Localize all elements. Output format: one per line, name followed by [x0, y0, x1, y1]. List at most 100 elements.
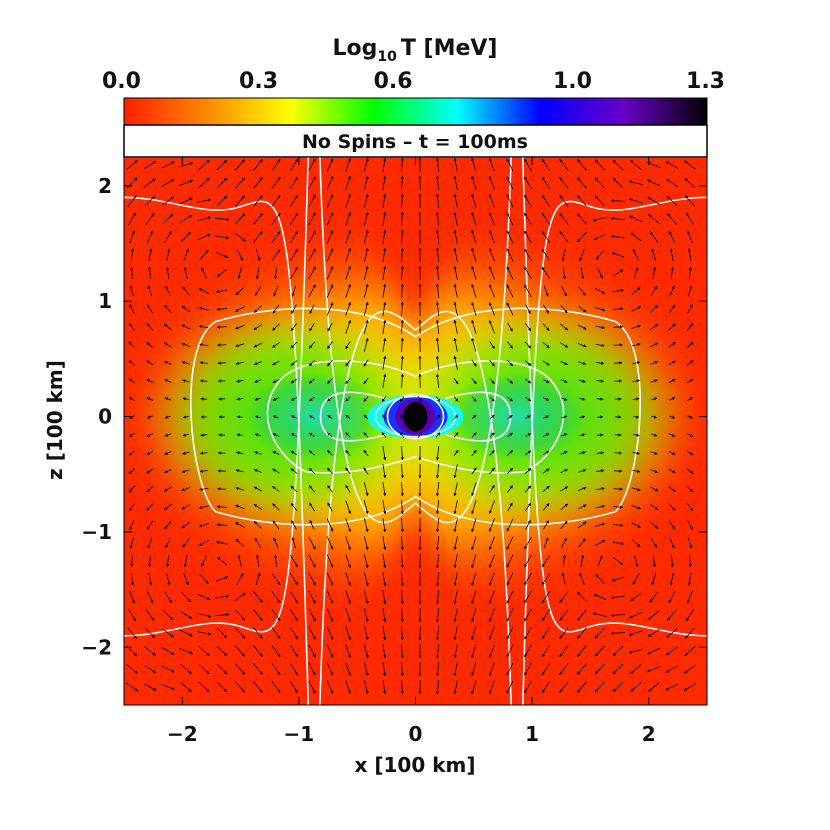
velocity-arrow	[271, 663, 281, 676]
velocity-arrow	[180, 682, 192, 692]
velocity-arrow	[594, 159, 606, 171]
velocity-arrow	[363, 193, 369, 208]
velocity-arrow	[648, 682, 660, 692]
velocity-arrow	[506, 194, 514, 208]
velocity-arrow	[541, 554, 551, 568]
velocity-arrow	[128, 485, 136, 493]
velocity-arrow	[560, 323, 569, 331]
velocity-arrow	[631, 306, 641, 312]
velocity-arrow	[577, 504, 587, 510]
velocity-arrow	[471, 193, 477, 208]
velocity-arrow	[272, 468, 280, 474]
velocity-arrow	[308, 359, 316, 367]
velocity-arrow	[129, 520, 135, 531]
velocity-arrow	[524, 680, 532, 694]
velocity-arrow	[197, 198, 212, 203]
velocity-arrow	[272, 415, 279, 419]
velocity-arrow	[577, 177, 587, 189]
velocity-arrow	[271, 158, 281, 171]
y-tick-label: 2	[98, 174, 112, 198]
velocity-arrow	[652, 266, 657, 279]
velocity-arrow	[235, 195, 246, 207]
velocity-arrow	[542, 450, 550, 456]
velocity-arrow	[542, 360, 550, 366]
velocity-arrow	[129, 590, 135, 604]
velocity-arrow	[506, 572, 514, 586]
contour-polar	[319, 310, 512, 705]
velocity-arrow	[363, 337, 369, 352]
velocity-arrow	[382, 482, 387, 497]
velocity-arrow	[580, 267, 585, 280]
velocity-arrow	[471, 467, 477, 475]
velocity-arrow	[381, 414, 387, 420]
velocity-arrow	[688, 266, 692, 279]
velocity-arrow	[201, 267, 207, 279]
velocity-arrow	[181, 504, 191, 510]
velocity-arrow	[144, 646, 156, 656]
velocity-arrow	[435, 680, 440, 695]
velocity-arrow	[164, 433, 172, 437]
velocity-arrow	[594, 681, 606, 693]
velocity-arrow	[326, 536, 334, 550]
velocity-arrow	[199, 249, 209, 260]
x-axis-label: x [100 km]	[355, 753, 476, 777]
velocity-arrow	[272, 379, 280, 383]
velocity-arrow	[271, 645, 281, 658]
velocity-arrow	[199, 361, 208, 365]
velocity-arrow	[363, 247, 369, 262]
velocity-arrow	[489, 484, 495, 493]
velocity-arrow	[235, 469, 244, 473]
velocity-arrow	[345, 229, 351, 244]
velocity-arrow	[417, 396, 423, 403]
velocity-arrow	[488, 536, 495, 551]
velocity-arrow	[382, 644, 387, 659]
velocity-arrow	[613, 325, 624, 329]
velocity-arrow	[345, 554, 351, 569]
velocity-arrow	[382, 265, 387, 280]
velocity-arrow	[235, 287, 245, 296]
velocity-arrow	[181, 342, 191, 347]
velocity-arrow	[506, 626, 514, 640]
velocity-arrow	[506, 518, 514, 532]
velocity-arrow	[435, 644, 440, 659]
velocity-arrow	[182, 451, 190, 455]
velocity-arrow	[326, 302, 334, 316]
velocity-arrow	[417, 431, 423, 438]
velocity-arrow	[382, 373, 387, 388]
velocity-arrow	[345, 175, 351, 190]
velocity-arrow	[488, 680, 495, 695]
velocity-arrow	[488, 175, 495, 190]
velocity-arrow	[435, 247, 440, 262]
velocity-arrow	[144, 195, 156, 207]
velocity-arrow	[646, 666, 661, 673]
velocity-arrow	[162, 628, 175, 638]
velocity-arrow	[145, 609, 155, 622]
velocity-arrow	[254, 537, 262, 548]
velocity-arrow	[471, 680, 477, 695]
velocity-arrow	[578, 451, 586, 455]
velocity-arrow	[577, 159, 587, 171]
velocity-arrow	[488, 283, 495, 298]
velocity-arrow	[435, 414, 441, 420]
velocity-arrow	[628, 180, 643, 186]
velocity-arrow	[647, 629, 661, 637]
velocity-arrow	[215, 576, 229, 582]
velocity-arrow	[382, 211, 387, 226]
velocity-arrow	[326, 644, 334, 658]
velocity-arrow	[254, 397, 262, 401]
velocity-arrow	[453, 283, 458, 298]
velocity-arrow	[594, 645, 606, 657]
velocity-arrow	[197, 216, 212, 222]
velocity-arrow	[308, 284, 316, 298]
velocity-arrow	[272, 304, 280, 314]
velocity-arrow	[471, 414, 477, 420]
colorbar-tick-labels: 0.0 0.3 0.6 1.0 1.3	[102, 69, 725, 94]
velocity-arrow	[665, 178, 678, 188]
velocity-arrow	[345, 396, 351, 402]
velocity-arrow	[453, 396, 459, 402]
velocity-arrow	[525, 396, 532, 402]
velocity-arrow	[290, 450, 298, 456]
velocity-arrow	[271, 212, 281, 225]
velocity-arrow	[541, 158, 551, 172]
velocity-arrow	[179, 197, 193, 205]
